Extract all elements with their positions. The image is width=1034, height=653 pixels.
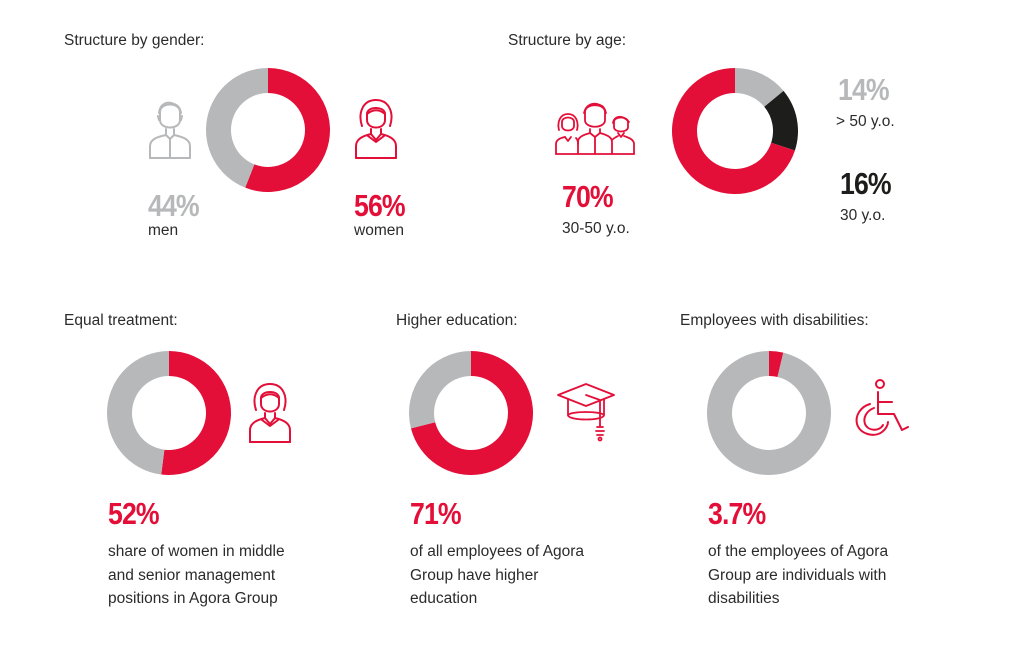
- disabilities-description: of the employees of Agora Group are indi…: [708, 540, 888, 611]
- disabilities-percent: 3.7%: [708, 496, 766, 531]
- men-percent: 44%: [148, 188, 200, 223]
- donut-slice-men: [206, 68, 268, 188]
- gender-section-title: Structure by gender:: [64, 32, 205, 49]
- equal-treatment-description: share of women in middle and senior mana…: [108, 540, 285, 611]
- graduation-cap-icon: [557, 383, 615, 442]
- equal-treatment-title: Equal treatment:: [64, 312, 178, 329]
- man-icon: [149, 101, 191, 159]
- gender-donut-chart: [206, 68, 330, 192]
- equal-treatment-percent: 52%: [108, 496, 160, 531]
- description-line: positions in Agora Group: [108, 590, 278, 607]
- women-label: women: [354, 222, 404, 239]
- people-group-icon: [555, 102, 635, 155]
- description-line: Group have higher: [410, 566, 539, 584]
- donut-slice-value: [769, 351, 784, 377]
- woman-icon: [355, 99, 397, 159]
- donut-slice-rest: [409, 351, 471, 429]
- description-line: of all employees of Agora: [410, 543, 585, 560]
- age-section-title: Structure by age:: [508, 32, 627, 49]
- donut-slice-over-50: [735, 68, 784, 107]
- higher-education-donut-chart: [409, 351, 533, 475]
- age-30-50-label: 30-50 y.o.: [562, 220, 630, 237]
- description-line: and senior management: [108, 566, 276, 584]
- description-line: of the employees of Agora: [708, 543, 889, 560]
- age-30-label: 30 y.o.: [840, 207, 886, 224]
- age-30-50-percent: 70%: [562, 179, 614, 214]
- disabilities-title: Employees with disabilities:: [680, 312, 869, 329]
- description-line: share of women in middle: [108, 543, 285, 560]
- men-label: men: [148, 222, 179, 239]
- woman-icon: [249, 383, 291, 443]
- age-over-50-percent: 14%: [838, 72, 890, 107]
- wheelchair-icon: [855, 379, 909, 436]
- donut-slice-rest: [107, 351, 169, 475]
- higher-education-title: Higher education:: [396, 312, 518, 329]
- description-line: education: [410, 590, 478, 607]
- donut-slice-value: [161, 351, 232, 475]
- donut-slice-30: [764, 90, 798, 151]
- higher-education-percent: 71%: [410, 496, 462, 531]
- equal-treatment-donut-chart: [107, 351, 232, 475]
- age-30-percent: 16%: [840, 166, 892, 201]
- description-line: disabilities: [708, 590, 780, 607]
- donut-slice-women: [245, 68, 330, 192]
- donut-slice-value: [410, 351, 533, 475]
- donut-slice-30-50: [672, 68, 795, 194]
- disabilities-donut-chart: [707, 351, 831, 475]
- women-percent: 56%: [354, 188, 406, 223]
- higher-education-description: of all employees of Agora Group have hig…: [410, 540, 584, 611]
- donut-slice-rest: [707, 351, 831, 475]
- age-donut-chart: [672, 68, 798, 194]
- description-line: Group are individuals with: [708, 566, 887, 584]
- age-over-50-label: > 50 y.o.: [836, 113, 895, 130]
